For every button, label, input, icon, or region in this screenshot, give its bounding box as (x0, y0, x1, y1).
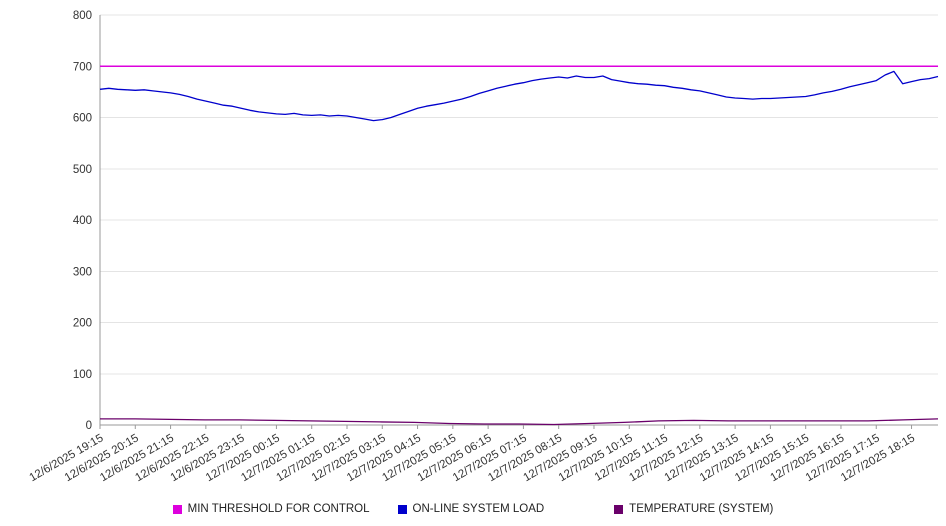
svg-text:800: 800 (73, 10, 92, 22)
svg-text:600: 600 (73, 113, 92, 125)
legend-item-temperature: TEMPERATURE (SYSTEM) (614, 503, 773, 515)
legend-item-min-threshold: MIN THRESHOLD FOR CONTROL (172, 503, 370, 515)
svg-text:0: 0 (86, 420, 92, 432)
legend-swatch-min-threshold-icon (172, 504, 182, 514)
legend-swatch-system-load-icon (397, 504, 407, 514)
chart-legend: MIN THRESHOLD FOR CONTROL ON-LINE SYSTEM… (0, 492, 946, 526)
legend-label-system-load: ON-LINE SYSTEM LOAD (412, 503, 545, 515)
legend-label-temperature: TEMPERATURE (SYSTEM) (629, 503, 774, 515)
legend-item-system-load: ON-LINE SYSTEM LOAD (397, 503, 545, 515)
legend-label-min-threshold: MIN THRESHOLD FOR CONTROL (187, 503, 370, 515)
svg-text:100: 100 (73, 369, 92, 381)
svg-text:300: 300 (73, 266, 92, 278)
svg-text:400: 400 (73, 215, 92, 227)
svg-text:700: 700 (73, 61, 92, 73)
svg-text:200: 200 (73, 318, 92, 330)
legend-swatch-temperature-icon (614, 504, 624, 514)
svg-text:500: 500 (73, 164, 92, 176)
